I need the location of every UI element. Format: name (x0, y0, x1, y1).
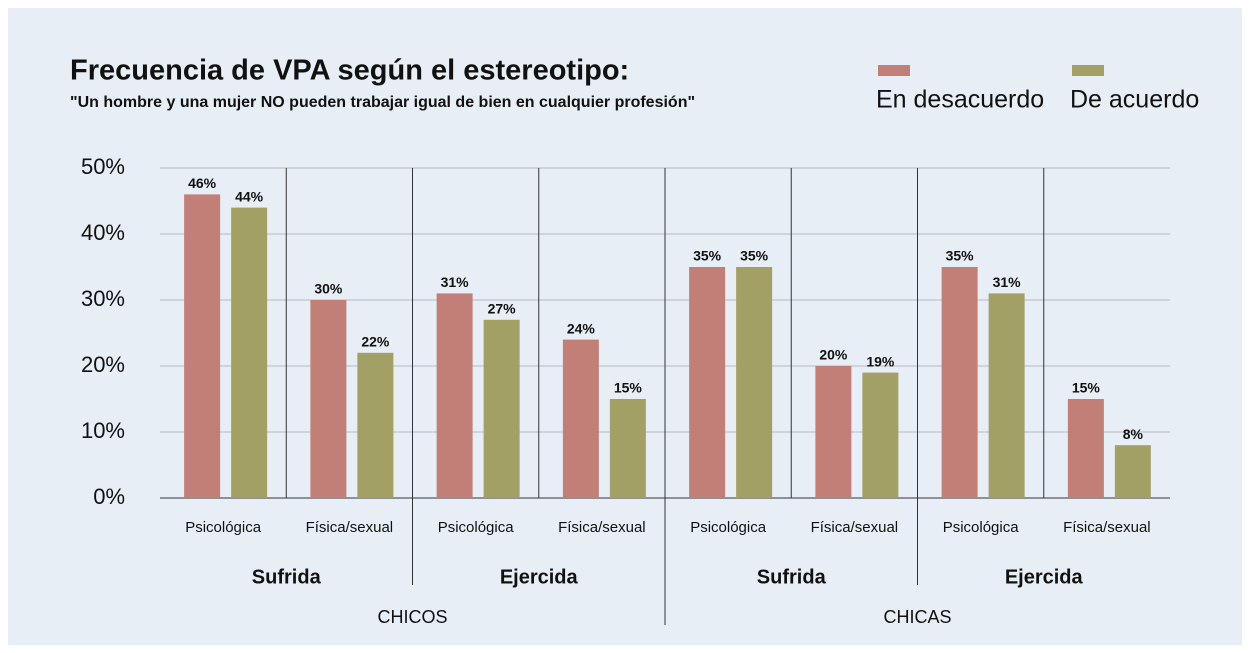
x-tick-label: Psicológica (943, 519, 1020, 536)
group-label: Sufrida (252, 566, 322, 588)
bar (736, 267, 773, 498)
bar (609, 399, 646, 498)
group-label: Sufrida (757, 566, 827, 588)
bar (1067, 399, 1104, 498)
bar (815, 366, 852, 498)
group-label: Ejercida (1005, 566, 1084, 588)
data-label: 27% (488, 301, 517, 317)
data-label: 31% (441, 274, 470, 290)
bar (941, 267, 978, 498)
data-label: 35% (946, 248, 975, 264)
data-label: 46% (188, 175, 217, 191)
y-tick-label: 10% (81, 418, 125, 443)
bar (310, 300, 347, 498)
data-label: 15% (1072, 380, 1101, 396)
group-label: Ejercida (500, 566, 579, 588)
y-tick-label: 40% (81, 220, 125, 245)
data-label: 19% (866, 353, 895, 369)
x-tick-label: Física/sexual (1063, 519, 1151, 536)
data-label: 8% (1123, 426, 1144, 442)
supergroup-label: CHICAS (883, 607, 951, 627)
bar (436, 293, 473, 498)
y-tick-label: 0% (93, 484, 125, 509)
data-label: 22% (361, 334, 390, 350)
bar (184, 194, 221, 498)
legend-swatch (878, 65, 910, 76)
x-tick-label: Psicológica (438, 519, 515, 536)
x-tick-label: Psicológica (185, 519, 262, 536)
bar (562, 339, 599, 498)
bar (689, 267, 726, 498)
data-label: 24% (567, 320, 596, 336)
data-label: 35% (693, 248, 722, 264)
data-label: 44% (235, 188, 264, 204)
supergroup-label: CHICOS (377, 607, 447, 627)
data-label: 30% (314, 281, 343, 297)
data-label: 20% (819, 347, 848, 363)
bar (1114, 445, 1151, 498)
x-tick-label: Psicológica (690, 519, 767, 536)
data-label: 35% (740, 248, 769, 264)
legend-label: De acuerdo (1070, 86, 1199, 114)
bar (988, 293, 1025, 498)
chart-subtitle: "Un hombre y una mujer NO pueden trabaja… (70, 94, 695, 111)
data-label: 15% (614, 380, 643, 396)
legend-swatch (1072, 65, 1104, 76)
x-tick-label: Física/sexual (811, 519, 899, 536)
bar (862, 372, 899, 498)
legend-label: En desacuerdo (876, 86, 1044, 114)
chart-title: Frecuencia de VPA según el estereotipo: (70, 55, 629, 87)
bar (231, 207, 268, 498)
x-tick-label: Física/sexual (306, 519, 394, 536)
bar (483, 319, 520, 498)
y-tick-label: 50% (81, 154, 125, 179)
data-label: 31% (993, 274, 1022, 290)
y-tick-label: 20% (81, 352, 125, 377)
x-tick-label: Física/sexual (558, 519, 646, 536)
bar (357, 352, 394, 498)
y-tick-label: 30% (81, 286, 125, 311)
